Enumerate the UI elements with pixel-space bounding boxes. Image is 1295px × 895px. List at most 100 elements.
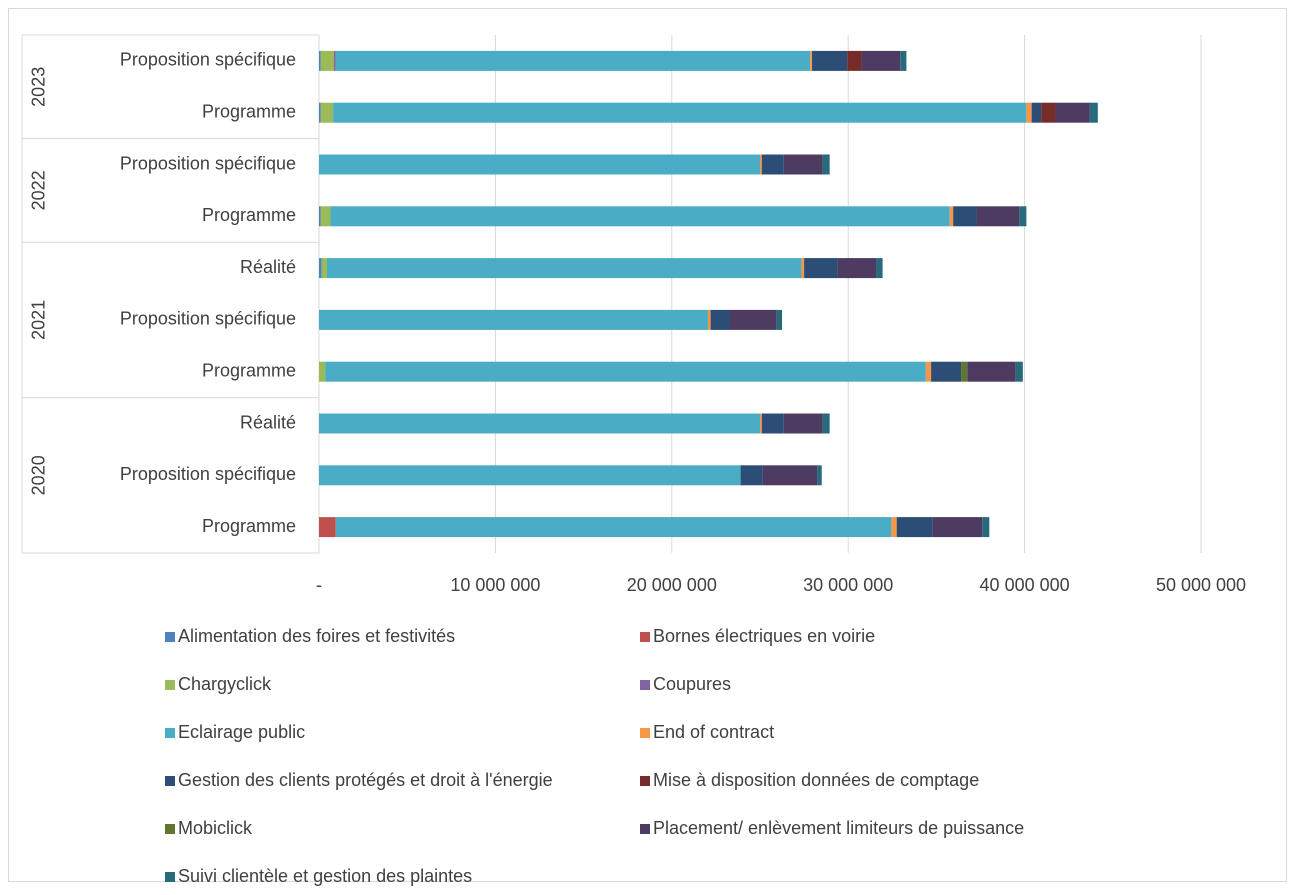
- bar-segment: [330, 206, 950, 227]
- chart-border: [8, 8, 1287, 882]
- bar-segment: [812, 50, 848, 71]
- bar-segment: [801, 258, 805, 279]
- x-tick-label: 20 000 000: [627, 575, 717, 595]
- bar-segment: [891, 517, 897, 538]
- bar-segment: [319, 258, 322, 279]
- legend-label: Bornes électriques en voirie: [653, 626, 875, 646]
- legend-label: Coupures: [653, 674, 731, 694]
- x-tick-label: 40 000 000: [980, 575, 1070, 595]
- bar-segment: [931, 361, 962, 382]
- legend-swatch: [165, 776, 175, 786]
- bar-segment: [707, 309, 711, 330]
- legend-swatch: [165, 824, 175, 834]
- category-label: Proposition spécifique: [120, 153, 296, 173]
- year-label: 2020: [29, 455, 49, 495]
- category-label: Réalité: [240, 412, 296, 432]
- legend-label: End of contract: [653, 722, 774, 742]
- bar-segment: [861, 50, 901, 71]
- bar-segment: [319, 102, 321, 123]
- bar-segment: [1031, 102, 1042, 123]
- legend-swatch: [640, 632, 650, 642]
- legend-label: Mise à disposition données de comptage: [653, 770, 979, 790]
- bar-segment: [760, 413, 762, 434]
- legend-label: Mobiclick: [178, 818, 253, 838]
- bar-segment: [321, 258, 327, 279]
- category-label: Programme: [202, 360, 296, 380]
- category-label: Proposition spécifique: [120, 50, 296, 70]
- bar-segment: [761, 413, 784, 434]
- bar-segment: [925, 361, 932, 382]
- bar-segment: [810, 50, 813, 71]
- bar-segment: [1015, 361, 1023, 382]
- year-label: 2022: [29, 170, 49, 210]
- bar-segment: [335, 50, 811, 71]
- legend-label: Placement/ enlèvement limiteurs de puiss…: [653, 818, 1024, 838]
- bar-segment: [982, 517, 990, 538]
- bar-segment: [822, 413, 830, 434]
- bar-segment: [319, 517, 336, 538]
- bar-segment: [760, 154, 762, 175]
- legend-swatch: [640, 680, 650, 690]
- bar-segment: [333, 50, 336, 71]
- bar-segment: [1041, 102, 1056, 123]
- year-label: 2021: [29, 300, 49, 340]
- legend-swatch: [165, 728, 175, 738]
- bar-segment: [319, 206, 321, 227]
- x-tick-label: -: [316, 575, 322, 595]
- year-label: 2023: [29, 67, 49, 107]
- legend-label: Gestion des clients protégés et droit à …: [178, 770, 553, 790]
- bar-segment: [761, 154, 784, 175]
- bar-segment: [320, 50, 334, 71]
- bar-segment: [949, 206, 954, 227]
- x-tick-label: 10 000 000: [450, 575, 540, 595]
- legend-swatch: [165, 872, 175, 882]
- bar-segment: [876, 258, 883, 279]
- bar-segment: [319, 361, 326, 382]
- bar-segment: [326, 258, 802, 279]
- bar-segment: [837, 258, 877, 279]
- legend-swatch: [165, 680, 175, 690]
- bar-segment: [762, 465, 818, 486]
- x-tick-label: 50 000 000: [1156, 575, 1246, 595]
- bar-segment: [896, 517, 933, 538]
- bar-segment: [319, 154, 760, 175]
- bar-segment: [976, 206, 1020, 227]
- bar-segment: [967, 361, 1016, 382]
- bar-segment: [932, 517, 983, 538]
- category-label: Réalité: [240, 257, 296, 277]
- bar-segment: [333, 102, 1027, 123]
- legend-label: Chargyclick: [178, 674, 272, 694]
- bar-segment: [900, 50, 907, 71]
- x-tick-label: 30 000 000: [803, 575, 893, 595]
- bar-segment: [319, 413, 760, 434]
- category-label: Programme: [202, 516, 296, 536]
- bar-segment: [1019, 206, 1027, 227]
- bar-segment: [953, 206, 977, 227]
- category-label: Programme: [202, 205, 296, 225]
- bar-segment: [320, 206, 331, 227]
- legend-swatch: [165, 632, 175, 642]
- category-label: Proposition spécifique: [120, 464, 296, 484]
- bar-segment: [961, 361, 968, 382]
- bar-segment: [783, 154, 823, 175]
- bar-segment: [783, 413, 823, 434]
- bar-segment: [1026, 102, 1032, 123]
- legend-swatch: [640, 776, 650, 786]
- bar-segment: [776, 309, 783, 330]
- bar-segment: [817, 465, 822, 486]
- bar-segment: [822, 154, 830, 175]
- legend-label: Alimentation des foires et festivités: [178, 626, 455, 646]
- bar-segment: [1055, 102, 1090, 123]
- bar-segment: [319, 50, 321, 71]
- legend-label: Eclairage public: [178, 722, 305, 742]
- bar-segment: [319, 465, 741, 486]
- bar-segment: [804, 258, 838, 279]
- legend-swatch: [640, 824, 650, 834]
- category-label: Programme: [202, 101, 296, 121]
- bar-segment: [730, 309, 777, 330]
- bar-segment: [319, 309, 708, 330]
- bar-segment: [710, 309, 731, 330]
- bar-segment: [320, 102, 334, 123]
- bar-segment: [1089, 102, 1098, 123]
